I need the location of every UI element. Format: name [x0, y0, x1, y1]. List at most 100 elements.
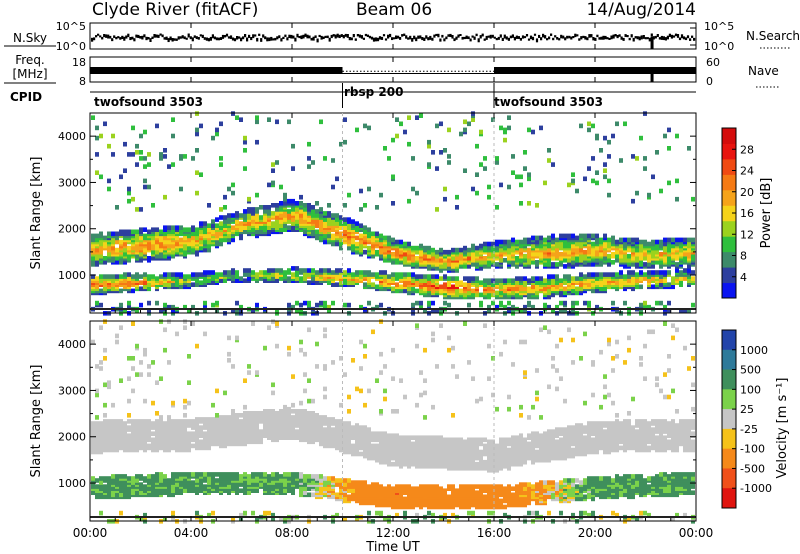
noise-sample	[147, 37, 150, 40]
velocity-cell	[107, 476, 111, 481]
noise-sample	[352, 34, 355, 38]
velocity-cell	[235, 476, 239, 481]
noise-sample	[441, 34, 444, 38]
power-cell	[623, 280, 627, 285]
power-cell	[627, 253, 631, 259]
power-cell	[259, 270, 263, 275]
power-cell	[95, 300, 99, 306]
power-cell	[123, 241, 127, 247]
velocity-cell	[235, 472, 239, 477]
velocity-cell	[147, 364, 151, 369]
power-cell	[423, 308, 427, 314]
power-cell	[427, 264, 431, 269]
power-cell	[671, 276, 675, 281]
velocity-cell	[191, 480, 195, 485]
velocity-cell	[91, 476, 95, 481]
power-cell	[251, 308, 255, 314]
power-cell	[355, 235, 359, 241]
velocity-cell	[127, 425, 131, 430]
power-cell	[515, 239, 519, 245]
power-cell	[139, 280, 143, 285]
power-cell	[159, 308, 163, 314]
velocity-cell	[271, 390, 275, 396]
velocity-cell	[103, 484, 107, 489]
power-cell	[311, 160, 315, 165]
noise-sample	[197, 37, 200, 40]
noise-sample	[535, 38, 539, 43]
power-cell	[507, 125, 511, 131]
power-cell	[219, 121, 223, 127]
noise-sample	[650, 33, 653, 37]
velocity-cell	[287, 406, 291, 412]
power-cell	[143, 129, 147, 135]
power-cell	[375, 249, 379, 255]
power-cell	[279, 268, 283, 273]
velocity-cell	[275, 472, 279, 477]
velocity-cell	[139, 360, 143, 365]
power-cell	[679, 308, 683, 314]
power-cell	[607, 253, 611, 259]
cpid-segments	[342, 83, 495, 108]
power-cell	[335, 282, 339, 287]
power-cell	[351, 237, 355, 243]
power-cell	[651, 276, 655, 281]
power-cell	[159, 152, 163, 157]
noise-sample	[346, 34, 349, 38]
power-cell	[447, 249, 451, 255]
noise-sample	[405, 35, 408, 39]
noise-sample	[378, 36, 382, 40]
power-cell	[219, 215, 223, 220]
power-cell	[359, 239, 363, 245]
velocity-cell	[255, 516, 259, 522]
velocity-cell	[263, 510, 267, 516]
velocity-cell	[279, 482, 283, 487]
power-cell	[643, 262, 647, 267]
power-cell	[135, 253, 139, 259]
power-cell	[575, 276, 579, 281]
power-cell	[583, 249, 587, 255]
power-cell	[475, 282, 479, 287]
power-cell	[527, 127, 531, 133]
power-cell	[399, 284, 403, 290]
noise-sample	[99, 35, 102, 38]
velocity-cell	[291, 419, 295, 424]
velocity-cell	[283, 488, 287, 493]
power-cell	[655, 150, 659, 155]
velocity-cell	[259, 417, 263, 422]
power-cell	[439, 247, 443, 253]
power-cell	[235, 219, 239, 224]
velocity-cell	[275, 415, 279, 420]
power-cell	[659, 243, 663, 249]
power-cell	[243, 268, 247, 273]
power-cell	[663, 304, 667, 310]
velocity-cell	[267, 478, 271, 483]
noise-sample	[602, 35, 605, 40]
power-cell	[263, 205, 267, 210]
power-cell	[287, 213, 291, 218]
power-cell	[471, 243, 475, 249]
power-cell	[127, 186, 131, 192]
power-cell	[655, 239, 659, 245]
velocity-cell	[343, 372, 347, 377]
power-cell	[211, 302, 215, 308]
noise-sample	[282, 36, 285, 40]
velocity-cell	[351, 425, 355, 430]
noise-sample	[666, 35, 669, 40]
velocity-cell	[307, 411, 311, 416]
power-cell	[487, 184, 491, 190]
power-cell	[591, 241, 595, 247]
noise-sample	[689, 38, 692, 41]
velocity-cell	[243, 404, 247, 410]
power-cell	[191, 304, 195, 310]
power-cell	[603, 162, 607, 167]
velocity-cell	[119, 325, 123, 330]
velocity-cell	[127, 413, 131, 418]
noise-sample	[256, 37, 259, 42]
velocity-cell	[163, 474, 167, 479]
velocity-cell	[327, 480, 331, 485]
freq-right-tick: 0	[706, 75, 713, 88]
noise-sample	[626, 35, 629, 38]
power-cell	[359, 188, 363, 194]
noise-sample	[519, 37, 522, 41]
power-cell	[327, 280, 331, 285]
